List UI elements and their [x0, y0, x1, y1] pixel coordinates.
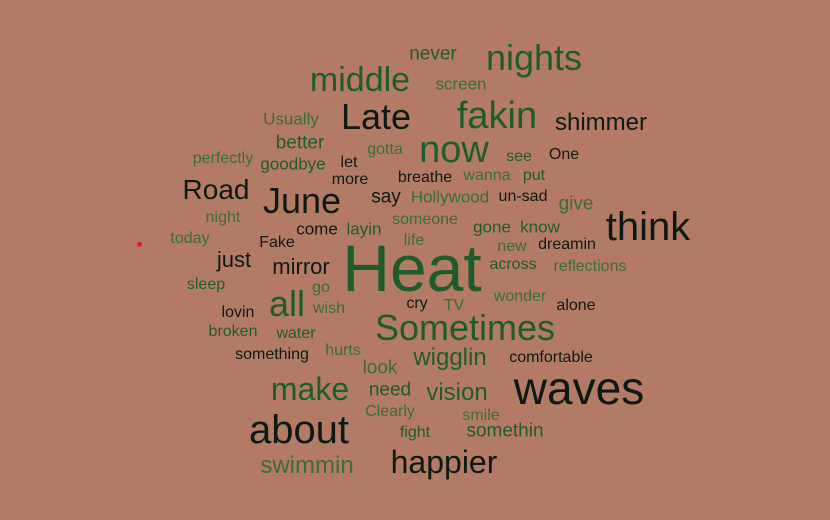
word-something: something [235, 346, 309, 363]
word-vision: vision [426, 379, 488, 406]
word-smile: smile [462, 407, 500, 424]
word-cry: cry [406, 295, 428, 312]
word-dreamin: dreamin [538, 236, 596, 253]
word-somethin: somethin [466, 420, 544, 442]
word-new: new [497, 238, 527, 255]
word-reflections: reflections [553, 258, 627, 275]
word-come: come [296, 219, 338, 239]
word-know: know [520, 217, 560, 237]
word-hurts: hurts [325, 342, 361, 359]
word-comfortable: comfortable [509, 349, 593, 366]
word-night: night [205, 209, 241, 226]
word-lovin: lovin [221, 304, 255, 321]
word-look: look [362, 357, 398, 379]
word-layin: layin [346, 219, 382, 239]
red-dot-marker [137, 242, 142, 247]
word-broken: broken [208, 323, 258, 340]
word-middle: middle [309, 61, 411, 99]
word-swimmin: swimmin [260, 452, 354, 479]
word-one: One [548, 146, 580, 163]
word-fight: fight [399, 424, 431, 441]
word-wigglin: wigglin [413, 344, 487, 371]
word-just: just [216, 247, 252, 272]
word-let: let [340, 154, 358, 171]
word-all: all [268, 283, 306, 324]
word-put: put [522, 167, 546, 184]
word-june: June [262, 180, 342, 221]
word-water: water [276, 325, 316, 342]
word-screen: screen [435, 74, 487, 94]
word-waves: waves [513, 362, 645, 414]
word-wanna: wanna [463, 167, 511, 184]
word-road: Road [182, 174, 250, 205]
word-sometimes: Sometimes [374, 307, 556, 348]
word-someone: someone [392, 211, 458, 228]
word-wonder: wonder [493, 288, 547, 305]
word-about: about [248, 408, 350, 452]
word-go: go [312, 279, 330, 296]
word-better: better [275, 132, 325, 154]
word-see: see [506, 148, 532, 165]
word-sleep: sleep [186, 276, 226, 293]
word-usually: Usually [263, 109, 319, 129]
word-give: give [558, 193, 594, 215]
word-hollywood: Hollywood [410, 187, 490, 207]
word-fake: Fake [259, 234, 295, 251]
word-clearly: Clearly [365, 403, 415, 420]
word-breathe: breathe [397, 169, 453, 186]
word-happier: happier [390, 444, 498, 480]
word-shimmer: shimmer [554, 109, 648, 136]
word-perfectly: perfectly [192, 150, 254, 167]
word-tv: TV [443, 297, 465, 314]
word-more: more [331, 171, 369, 188]
word-today: today [170, 230, 210, 247]
word-mirror: mirror [272, 254, 330, 279]
word-heat: Heat [342, 231, 482, 305]
word-gotta: gotta [367, 141, 403, 158]
word-un-sad: un-sad [498, 188, 548, 205]
word-gone: gone [473, 217, 511, 237]
word-wish: wish [312, 300, 346, 317]
word-goodbye: goodbye [260, 154, 326, 174]
word-never: never [409, 43, 457, 65]
word-nights: nights [485, 37, 583, 78]
word-late: Late [340, 96, 412, 137]
word-across: across [489, 256, 537, 273]
word-now: now [419, 129, 489, 171]
word-make: make [270, 371, 350, 407]
word-life: life [403, 232, 425, 249]
word-fakin: fakin [456, 95, 538, 137]
word-say: say [371, 186, 401, 208]
word-alone: alone [556, 297, 596, 314]
word-need: need [368, 379, 412, 401]
word-think: think [605, 205, 691, 249]
